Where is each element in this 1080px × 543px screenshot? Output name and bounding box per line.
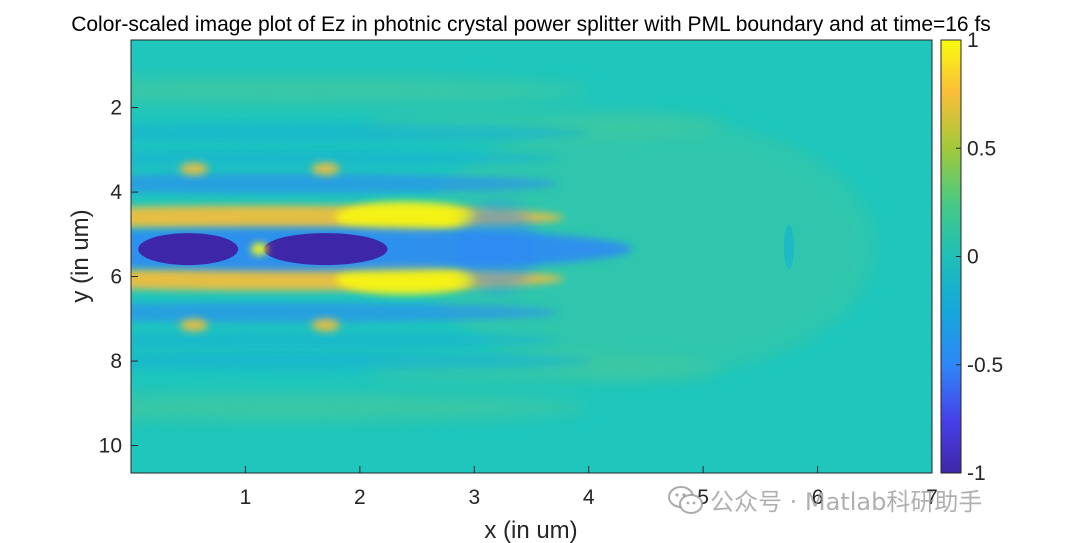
plot-area bbox=[131, 40, 932, 473]
field-spot bbox=[179, 319, 208, 332]
field-band bbox=[131, 173, 559, 194]
x-tick-label: 2 bbox=[354, 486, 366, 509]
colorbar-tick-label: -0.5 bbox=[967, 354, 1003, 377]
x-tick-label: 7 bbox=[926, 486, 938, 509]
field-tail bbox=[783, 224, 794, 269]
field-band bbox=[131, 393, 592, 422]
y-tick-label: 4 bbox=[110, 181, 122, 204]
field-blobs bbox=[131, 76, 876, 422]
y-tick-label: 2 bbox=[110, 97, 122, 120]
x-tick-label: 3 bbox=[468, 486, 480, 509]
wechat-icon bbox=[668, 485, 703, 514]
field-band bbox=[131, 330, 559, 349]
field-trough bbox=[263, 233, 388, 266]
x-tick-label: 1 bbox=[240, 486, 252, 509]
colorbar-ticks: -1 -0.5 0 0.5 1 bbox=[956, 29, 1003, 485]
y-axis: 2 4 6 8 10 bbox=[99, 97, 138, 458]
field-peak bbox=[335, 262, 476, 295]
x-axis-label: x (in um) bbox=[484, 517, 577, 543]
field-spot bbox=[311, 162, 340, 175]
field-band bbox=[131, 351, 592, 372]
chart-title: Color-scaled image plot of Ez in photnic… bbox=[71, 13, 991, 36]
watermark-text: 公众号 · Matlab科研助手 bbox=[710, 488, 983, 516]
y-tick-label: 10 bbox=[99, 435, 122, 458]
field-spot bbox=[179, 162, 208, 175]
colorbar-tick-label: 1 bbox=[967, 29, 979, 52]
field-spot bbox=[311, 319, 340, 332]
x-tick-label: 5 bbox=[697, 486, 709, 509]
field-trough bbox=[457, 201, 538, 292]
plot-frame bbox=[130, 39, 933, 474]
field-band bbox=[131, 302, 559, 323]
field-peak bbox=[335, 201, 476, 234]
colorbar-tick-label: 0.5 bbox=[967, 137, 996, 160]
field-band bbox=[131, 76, 592, 105]
x-tick-label: 4 bbox=[583, 486, 595, 509]
field-trough bbox=[138, 233, 239, 266]
x-axis: 1 2 3 4 5 6 7 bbox=[240, 466, 938, 509]
y-tick-label: 8 bbox=[110, 350, 122, 373]
watermark: 公众号 · Matlab科研助手 bbox=[668, 482, 982, 517]
y-axis-label: y (in um) bbox=[67, 209, 94, 302]
y-tick-label: 6 bbox=[110, 266, 122, 289]
x-tick-label: 6 bbox=[812, 486, 824, 509]
field-band bbox=[131, 122, 592, 143]
field-peak bbox=[251, 243, 268, 256]
colorbar-tick-label: -1 bbox=[967, 462, 986, 485]
colorbar: -1 -0.5 0 0.5 1 bbox=[940, 29, 1003, 485]
colorbar-tick-label: 0 bbox=[967, 246, 979, 269]
field-band bbox=[131, 149, 559, 168]
